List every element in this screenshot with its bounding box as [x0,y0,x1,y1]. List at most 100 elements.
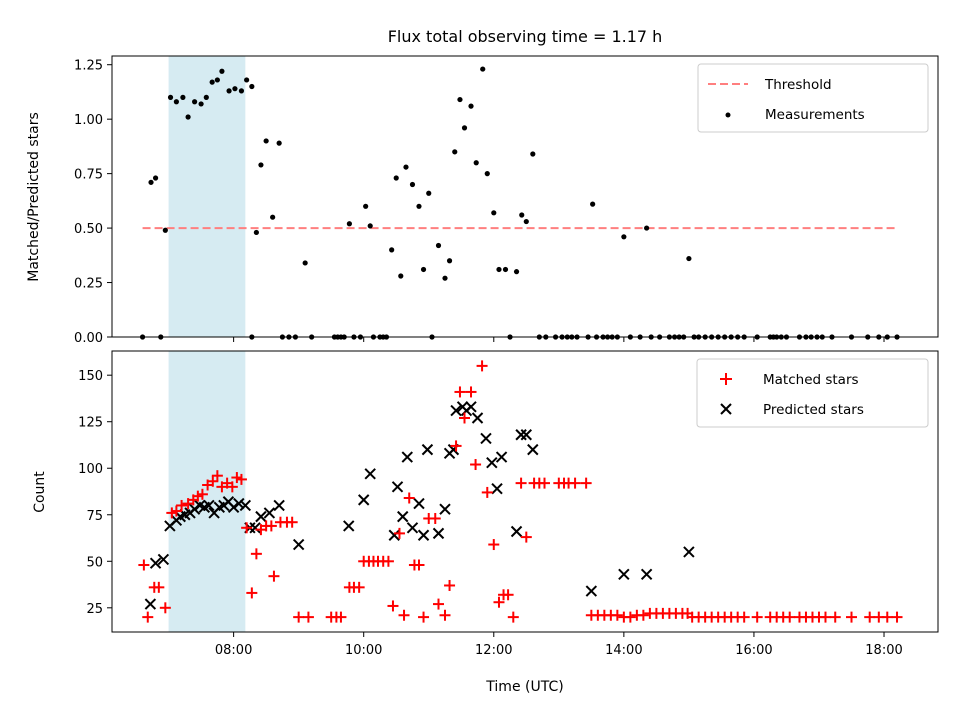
measurements-point [346,221,352,227]
y-tick-label: 75 [86,509,103,524]
top-axes-frame [111,55,939,338]
matched-stars-point [439,609,451,621]
matched-stars-point [382,555,394,567]
matched-stars-point [398,609,410,621]
measurements-point [263,138,269,144]
measurements-point [644,225,650,231]
y-tick-label: 100 [78,462,103,477]
matched-stars-point [196,488,208,500]
measurements-point [496,266,502,273]
predicted-stars-point [465,401,477,413]
measurements-point [480,66,486,72]
matched-stars-point [211,470,223,482]
predicted-stars-point [480,432,492,445]
measurements-point [416,203,422,209]
measurements-point [185,114,191,120]
bottom-x-axis-ticks: 08:00 10:00 12:00 14:00 16:00 18:00 [215,632,903,658]
matched-stars-point [170,505,182,517]
predicted-stars-point [486,456,498,469]
y-tick-label: 0.00 [74,331,103,346]
y-tick-label: 0.50 [74,222,103,237]
y-tick-label: 1.00 [74,113,103,128]
measurements-point [484,171,490,177]
measurements-point [513,269,520,275]
measurements-point [214,77,220,83]
matched-stars-point [265,520,277,532]
measurements-point [276,140,282,146]
predicted-stars-point [683,546,695,558]
legend-matched-label: Matched stars [763,372,859,388]
measurements-point [198,101,204,107]
matched-stars-point [459,412,471,424]
measurements-point [409,181,416,188]
bottom-panel: 25 50 75 100 125 150 08:00 10:00 12:00 14:00 16:0… [32,350,939,695]
predicted-stars-point [510,525,523,538]
measurements-point [403,164,409,170]
predicted-stars-point [233,497,245,510]
matched-stars-point [819,611,831,623]
matched-stars-point [418,611,430,623]
measurements-point [258,162,264,168]
predicted-stars-point [239,499,252,512]
predicted-stars-point [249,522,261,534]
matched-stars-point [387,600,399,612]
matched-stars-point [470,459,482,471]
predicted-stars-point [227,501,240,514]
measurements-point [435,242,442,249]
measurements-point [393,175,399,181]
predicted-stars-series [144,401,695,610]
matched-stars-point [226,481,238,493]
measurements-point [173,99,179,105]
matched-stars-point [286,516,298,528]
predicted-stars-point [585,585,598,597]
matched-stars-point [450,440,462,452]
predicted-stars-point [388,529,400,541]
top-legend-box [697,63,929,133]
y-tick-label: 0.25 [74,277,103,292]
predicted-stars-point [618,568,630,581]
measurements-point [148,179,154,185]
matched-stars-point [241,522,253,534]
measurements-point [491,210,497,216]
predicted-stars-point [417,529,430,541]
x-tick-label: 12:00 [475,643,512,658]
measurements-point [209,79,215,85]
matched-stars-point [539,477,551,489]
matched-stars-point [829,611,841,623]
measurements-point [167,94,174,100]
measurements-point [219,68,225,74]
matched-stars-point [268,570,280,582]
matched-stars-point [302,611,314,623]
predicted-stars-point [149,557,162,569]
legend-measurements-swatch [725,112,731,118]
predicted-stars-point [188,503,201,515]
top-y-axis-ticks: 0.00 0.25 0.50 0.75 1.00 1.25 [74,59,112,346]
matched-stars-point [784,611,796,623]
measurements-point [363,203,369,209]
x-tick-label: 14:00 [605,643,642,658]
predicted-stars-point [364,468,376,480]
measurements-point [519,212,525,218]
legend-measurements-label: Measurements [765,107,865,123]
measurements-point [238,88,245,94]
predicted-stars-point [157,553,170,566]
matched-stars-point [624,611,636,623]
matched-stars-point [493,596,505,608]
matched-stars-point [293,611,305,623]
matched-stars-series [138,360,903,623]
matched-stars-point [881,611,893,623]
measurements-point [249,83,255,90]
x-tick-label: 18:00 [865,643,902,658]
matched-stars-point [207,475,219,487]
measurements-point [452,149,458,155]
matched-stars-point [250,548,262,560]
predicted-stars-point [491,483,503,495]
measurements-point [232,86,238,92]
measurements-point [621,234,627,240]
predicted-stars-point [515,429,527,441]
y-tick-label: 50 [86,555,103,570]
measurements-point [468,103,474,109]
x-tick-label: 16:00 [735,643,772,658]
predicted-stars-point [439,503,451,515]
